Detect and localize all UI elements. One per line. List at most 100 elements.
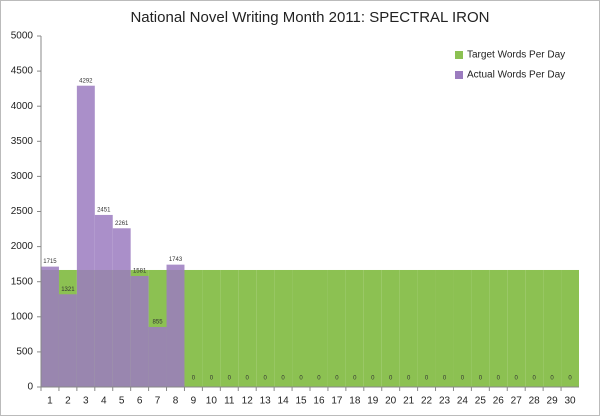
bar (130, 276, 149, 387)
legend-label: Target Words Per Day (467, 50, 565, 61)
legend-swatch (455, 51, 463, 59)
bar (112, 228, 131, 387)
bar (292, 269, 310, 387)
bar (507, 269, 526, 387)
x-tick-label: 19 (367, 396, 379, 407)
y-tick-label: 500 (16, 347, 33, 358)
x-tick-label: 17 (331, 396, 343, 407)
y-tick-label: 4500 (11, 66, 34, 77)
bar (399, 269, 418, 387)
x-tick-label: 5 (119, 396, 125, 407)
x-tick-label: 9 (191, 396, 197, 407)
data-label: 0 (299, 376, 303, 382)
x-tick-label: 16 (313, 396, 325, 407)
data-label: 0 (263, 376, 267, 382)
x-tick-label: 14 (278, 396, 290, 407)
x-tick-label: 21 (403, 396, 415, 407)
data-label: 0 (550, 376, 554, 382)
data-label: 1581 (133, 269, 147, 275)
data-label: 0 (461, 376, 465, 382)
data-label: 2261 (115, 221, 129, 227)
x-tick-label: 8 (173, 396, 179, 407)
bar (76, 85, 95, 387)
data-label: 0 (479, 376, 483, 382)
bar (166, 264, 185, 387)
data-label: 0 (443, 376, 447, 382)
x-tick-label: 22 (421, 396, 433, 407)
x-tick-label: 30 (564, 396, 576, 407)
data-label: 1743 (169, 257, 183, 263)
data-label: 0 (228, 376, 232, 382)
bar (561, 269, 579, 387)
bar (94, 214, 113, 387)
data-label: 0 (281, 376, 285, 382)
data-label: 0 (389, 376, 393, 382)
y-tick-label: 2500 (11, 206, 34, 217)
x-tick-label: 18 (349, 396, 361, 407)
bar (148, 326, 167, 387)
legend-label: Actual Words Per Day (467, 70, 565, 81)
data-label: 0 (497, 376, 501, 382)
bar (310, 269, 328, 387)
bar (525, 269, 544, 387)
bar (58, 294, 77, 387)
x-tick-label: 27 (511, 396, 523, 407)
data-label: 0 (407, 376, 411, 382)
x-tick-label: 1 (47, 396, 53, 407)
data-label: 0 (335, 376, 339, 382)
bar (435, 269, 454, 387)
bar (489, 269, 508, 387)
chart-title: National Novel Writing Month 2011: SPECT… (130, 9, 489, 26)
x-tick-label: 12 (242, 396, 254, 407)
bar (256, 269, 275, 387)
x-tick-label: 11 (224, 396, 235, 407)
bar (381, 269, 400, 387)
data-label: 0 (210, 376, 214, 382)
bar (41, 266, 59, 387)
y-tick-label: 1000 (11, 311, 34, 322)
data-label: 4292 (79, 78, 93, 84)
data-label: 855 (153, 320, 164, 326)
legend-swatch (455, 71, 463, 79)
y-tick-label: 0 (27, 382, 33, 393)
x-tick-label: 20 (385, 396, 397, 407)
bar (417, 269, 436, 387)
data-label: 2451 (97, 208, 111, 214)
x-tick-label: 10 (206, 396, 218, 407)
bar (471, 269, 490, 387)
data-label: 0 (317, 376, 321, 382)
y-tick-label: 5000 (11, 31, 34, 42)
x-tick-label: 4 (101, 396, 107, 407)
data-label: 0 (515, 376, 519, 382)
y-tick-label: 4000 (11, 101, 34, 112)
bar (453, 269, 472, 387)
bar (220, 269, 239, 387)
bar (327, 269, 346, 387)
data-label: 1715 (43, 259, 57, 265)
bar (274, 269, 293, 387)
x-tick-label: 29 (547, 396, 559, 407)
x-tick-label: 2 (65, 396, 71, 407)
x-tick-label: 24 (457, 396, 469, 407)
bar (238, 269, 257, 387)
bar (202, 269, 221, 387)
data-label: 0 (568, 376, 572, 382)
data-label: 0 (353, 376, 357, 382)
x-tick-label: 15 (295, 396, 307, 407)
y-tick-label: 1500 (11, 276, 34, 287)
x-tick-label: 23 (439, 396, 451, 407)
x-tick-label: 6 (137, 396, 143, 407)
data-label: 0 (425, 376, 429, 382)
data-label: 0 (532, 376, 536, 382)
x-tick-label: 25 (475, 396, 487, 407)
y-tick-label: 3500 (11, 136, 34, 147)
bar (543, 269, 562, 387)
bar (345, 269, 364, 387)
x-tick-label: 26 (493, 396, 505, 407)
y-tick-label: 3000 (11, 171, 34, 182)
bar (363, 269, 382, 387)
y-tick-label: 2000 (11, 241, 34, 252)
data-label: 0 (246, 376, 250, 382)
bar (184, 269, 203, 387)
